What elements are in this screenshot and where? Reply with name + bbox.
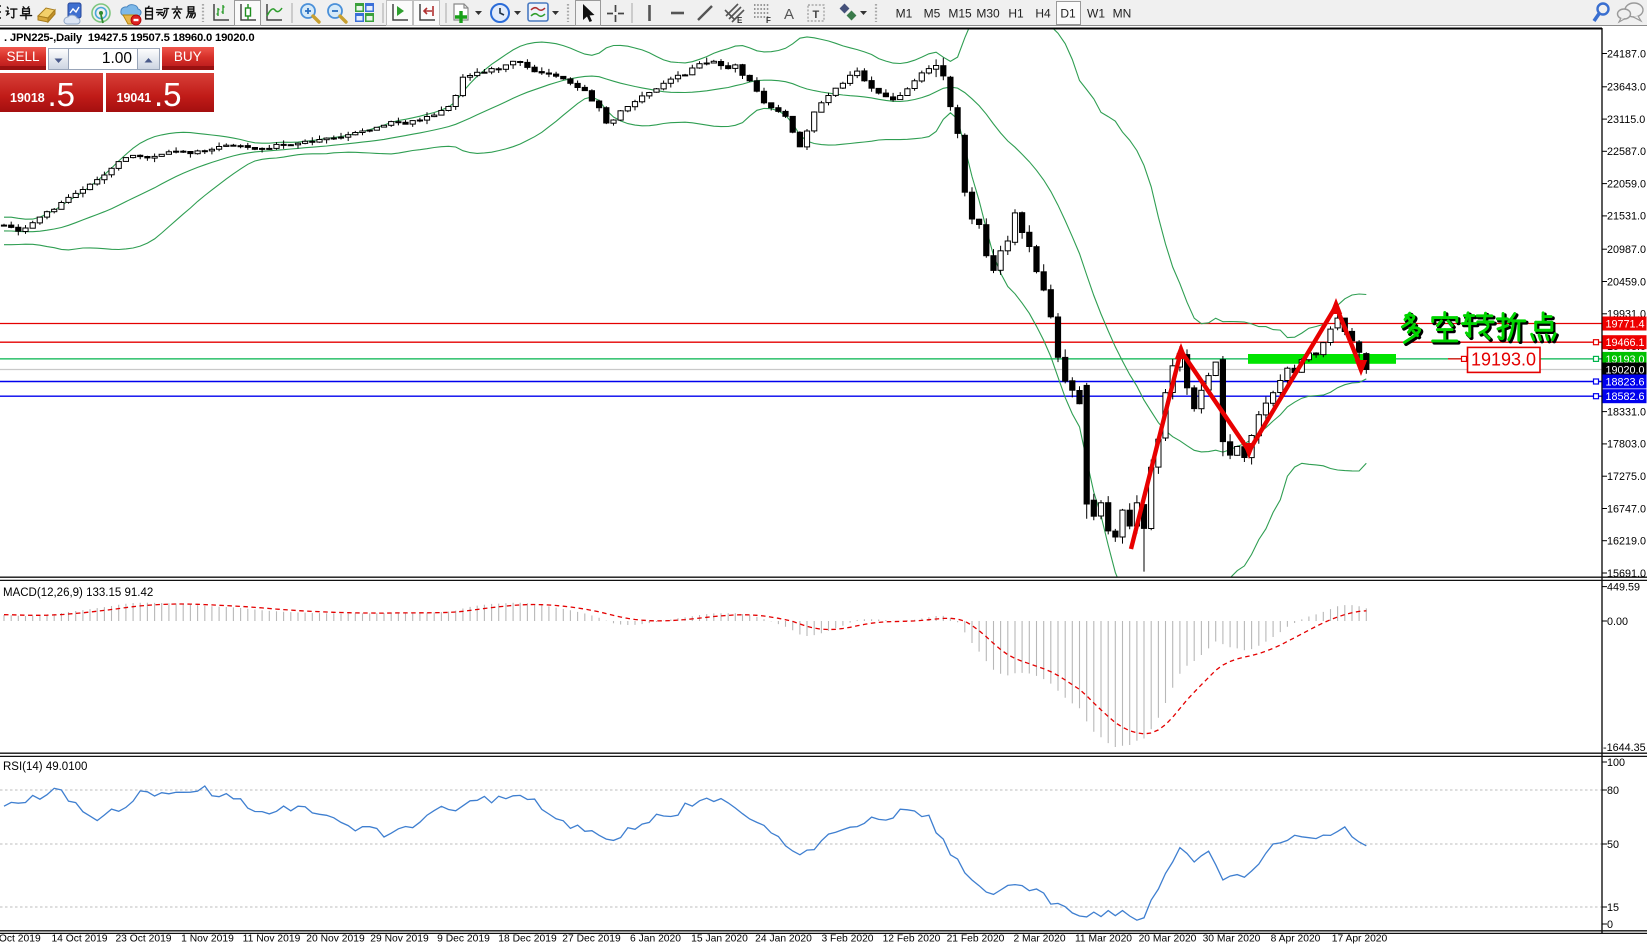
svg-text:29 Nov 2019: 29 Nov 2019: [370, 934, 429, 945]
svg-text:19466.1: 19466.1: [1606, 337, 1645, 349]
svg-text:23 Oct 2019: 23 Oct 2019: [115, 934, 171, 945]
svg-text:5 Oct 2019: 5 Oct 2019: [0, 934, 41, 945]
svg-text:0.00: 0.00: [1607, 616, 1628, 628]
svg-text:24187.0: 24187.0: [1607, 48, 1646, 60]
svg-text:T: T: [813, 9, 820, 21]
svg-text:9 Dec 2019: 9 Dec 2019: [437, 934, 490, 945]
svg-text:14 Oct 2019: 14 Oct 2019: [51, 934, 107, 945]
svg-text:H4: H4: [1035, 7, 1051, 21]
svg-text:M1: M1: [896, 7, 913, 21]
svg-text:. JPN225-,Daily 19427.5 19507: . JPN225-,Daily 19427.5 19507.5 18960.0 …: [4, 32, 254, 44]
svg-text:11 Nov 2019: 11 Nov 2019: [243, 934, 301, 945]
svg-text:15: 15: [1607, 902, 1619, 914]
svg-text:18 Dec 2019: 18 Dec 2019: [498, 934, 557, 945]
svg-text:F: F: [766, 16, 771, 25]
svg-text:20 Nov 2019: 20 Nov 2019: [306, 934, 365, 945]
svg-text:20 Mar 2020: 20 Mar 2020: [1139, 934, 1197, 945]
svg-text:M15: M15: [948, 7, 972, 21]
svg-text:18582.6: 18582.6: [1606, 391, 1645, 403]
svg-text:12 Feb 2020: 12 Feb 2020: [883, 934, 941, 945]
svg-text:E: E: [737, 16, 743, 25]
svg-text:16747.0: 16747.0: [1607, 503, 1646, 515]
svg-text:1 Nov 2019: 1 Nov 2019: [181, 934, 234, 945]
svg-text:20459.0: 20459.0: [1607, 276, 1646, 288]
svg-text:2 Mar 2020: 2 Mar 2020: [1013, 934, 1065, 945]
svg-text:80: 80: [1607, 785, 1619, 797]
svg-text:27 Dec 2019: 27 Dec 2019: [562, 934, 621, 945]
svg-text:16219.0: 16219.0: [1607, 536, 1646, 548]
svg-text:M30: M30: [976, 7, 1000, 21]
svg-text:30 Mar 2020: 30 Mar 2020: [1203, 934, 1261, 945]
svg-text:MN: MN: [1113, 7, 1132, 21]
svg-text:24 Jan 2020: 24 Jan 2020: [755, 934, 812, 945]
svg-text:19020.0: 19020.0: [1606, 365, 1645, 377]
svg-text:D1: D1: [1060, 7, 1076, 21]
svg-text:RSI(14) 49.0100: RSI(14) 49.0100: [3, 761, 87, 773]
svg-text:19193.0: 19193.0: [1471, 349, 1536, 369]
svg-text:22059.0: 22059.0: [1607, 178, 1646, 190]
svg-text:15 Jan 2020: 15 Jan 2020: [691, 934, 748, 945]
svg-text:21531.0: 21531.0: [1607, 211, 1646, 223]
svg-text:H1: H1: [1008, 7, 1024, 21]
svg-text:11 Mar 2020: 11 Mar 2020: [1075, 934, 1132, 945]
svg-text:6 Jan 2020: 6 Jan 2020: [630, 934, 681, 945]
svg-text:W1: W1: [1087, 7, 1105, 21]
svg-text:17803.0: 17803.0: [1607, 439, 1646, 451]
svg-text:22587.0: 22587.0: [1607, 146, 1646, 158]
svg-text:0: 0: [1607, 919, 1613, 931]
svg-text:50: 50: [1607, 839, 1619, 851]
svg-text:M5: M5: [924, 7, 941, 21]
svg-text:17275.0: 17275.0: [1607, 471, 1646, 483]
svg-text:100: 100: [1607, 757, 1625, 769]
svg-text:20987.0: 20987.0: [1607, 244, 1646, 256]
svg-text:18331.0: 18331.0: [1607, 406, 1646, 418]
svg-text:18823.6: 18823.6: [1606, 377, 1645, 389]
svg-text:19771.4: 19771.4: [1606, 319, 1645, 331]
svg-text:3 Feb 2020: 3 Feb 2020: [821, 934, 873, 945]
svg-text:8 Apr 2020: 8 Apr 2020: [1271, 934, 1321, 945]
svg-text:A: A: [784, 6, 794, 23]
svg-text:-1644.35: -1644.35: [1603, 742, 1646, 754]
svg-text:17 Apr 2020: 17 Apr 2020: [1332, 934, 1388, 945]
svg-text:23115.0: 23115.0: [1607, 114, 1645, 126]
svg-text:449.59: 449.59: [1607, 581, 1640, 593]
svg-text:MACD(12,26,9) 133.15 91.42: MACD(12,26,9) 133.15 91.42: [3, 587, 153, 599]
svg-text:23643.0: 23643.0: [1607, 82, 1646, 94]
svg-text:21 Feb 2020: 21 Feb 2020: [947, 934, 1005, 945]
svg-text:15691.0: 15691.0: [1607, 568, 1646, 580]
